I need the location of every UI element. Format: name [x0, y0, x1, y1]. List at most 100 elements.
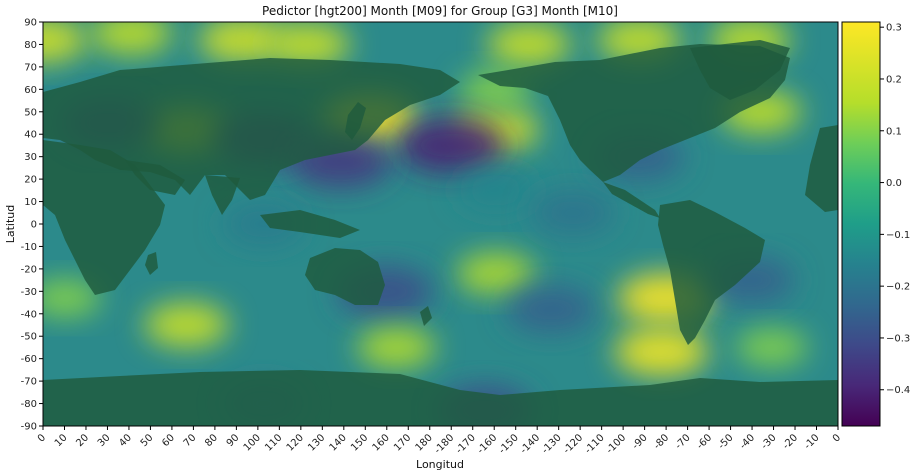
y-tick-label: 20 [24, 175, 37, 186]
x-tick-label: -20 [781, 432, 800, 451]
x-tick-label: -10 [802, 432, 821, 451]
land-south-america [658, 200, 765, 345]
x-tick-label: 80 [203, 432, 220, 449]
y-tick-label: 0 [31, 220, 37, 231]
x-tick-label: 110 [263, 432, 284, 453]
y-tick-label: 30 [24, 152, 37, 163]
y-tick-label: -30 [21, 287, 37, 298]
x-tick-label: 20 [74, 432, 91, 449]
land-madagascar [145, 252, 158, 275]
heatmap-cell [735, 328, 808, 367]
x-tick-label: 120 [285, 432, 306, 453]
x-tick-label: 130 [306, 432, 327, 453]
x-tick-label: -150 [497, 432, 521, 456]
colorbar-tick-label: −0.2 [886, 282, 910, 293]
heatmap-cell [357, 326, 436, 368]
x-tick-label: -80 [652, 432, 671, 451]
x-tick-label: -60 [695, 432, 714, 451]
x-tick-label: 100 [242, 432, 263, 453]
x-tick-label: 50 [139, 432, 156, 449]
y-tick-label: 60 [24, 85, 37, 96]
colorbar-tick-label: 0.2 [886, 74, 902, 85]
x-tick-label: -120 [561, 432, 585, 456]
heatmap-cell [266, 22, 350, 67]
x-tick-label: 140 [328, 432, 349, 453]
y-tick-label: -90 [21, 422, 37, 433]
y-tick-label: 40 [24, 130, 37, 141]
heatmap-cell [144, 303, 229, 347]
y-tick-label: 90 [24, 18, 37, 29]
x-tick-label: 10 [53, 432, 70, 449]
x-tick-label: -30 [759, 432, 778, 451]
x-axis-label: Longitud [416, 458, 464, 471]
y-axis: 90 80 70 60 50 40 30 20 10 0 -10 -20 -30 -40 -50 -60 -70… [21, 18, 43, 433]
land-new-zealand [420, 306, 432, 326]
x-tick-label: -100 [604, 432, 628, 456]
x-tick-label: -170 [454, 432, 478, 456]
x-tick-label: 30 [96, 432, 113, 449]
y-tick-label: -50 [21, 332, 37, 343]
x-tick-label: 170 [392, 432, 413, 453]
colorbar-ticks: 0.3 0.2 0.1 0.0 −0.1 −0.2 −0.3 −0.4 [880, 23, 910, 396]
x-tick-label: -130 [540, 432, 564, 456]
land-india [205, 175, 240, 215]
land-se-asia-islands [260, 210, 360, 238]
land-japan [345, 102, 366, 140]
heatmap-cell [456, 252, 535, 294]
x-tick-label: 150 [349, 432, 370, 453]
y-axis-label: Latitud [4, 205, 17, 244]
colorbar-gradient [841, 21, 881, 427]
x-tick-label: -50 [716, 432, 735, 451]
x-tick-label: -180 [433, 432, 457, 456]
land-africa [43, 140, 165, 295]
x-tick-label: 60 [160, 432, 177, 449]
y-tick-label: 80 [24, 40, 37, 51]
colorbar-tick-label: −0.1 [886, 230, 910, 241]
heatmap-cell [505, 285, 596, 333]
heatmap-cell [198, 22, 285, 63]
x-tick-label: 180 [414, 432, 435, 453]
heatmap-cell [90, 22, 173, 55]
heatmap-cell [397, 117, 506, 174]
heatmap-cell [43, 279, 102, 318]
land-central-america [603, 182, 660, 218]
x-tick-label: 0 [36, 432, 48, 444]
y-tick-label: -60 [21, 354, 37, 365]
y-tick-label: -10 [21, 242, 37, 253]
x-tick-label: -40 [738, 432, 757, 451]
y-tick-label: -80 [21, 399, 37, 410]
y-tick-label: -20 [21, 264, 37, 275]
x-tick-label: 0 [831, 432, 843, 444]
y-tick-label: 10 [24, 197, 37, 208]
colorbar-tick-label: 0.0 [886, 178, 902, 189]
heatmap-cell [486, 22, 571, 67]
x-tick-label: -110 [583, 432, 607, 456]
chart-title: Pedictor [hgt200] Month [M09] for Group … [262, 4, 618, 18]
land-australia [305, 248, 385, 305]
x-tick-label: -70 [673, 432, 692, 451]
land-west-europe [805, 125, 838, 212]
y-tick-label: 70 [24, 62, 37, 73]
colorbar-tick-label: 0.1 [886, 126, 902, 137]
heatmap-cell [456, 169, 535, 211]
y-tick-label: -40 [21, 309, 37, 320]
x-tick-label: -160 [476, 432, 500, 456]
colorbar: 0.3 0.2 0.1 0.0 −0.1 −0.2 −0.3 −0.4 [841, 21, 910, 427]
x-tick-label: 70 [182, 432, 199, 449]
heatmap-area [42, 21, 839, 427]
y-tick-label: 50 [24, 107, 37, 118]
colorbar-tick-label: 0.3 [886, 23, 902, 34]
heatmap-cell [43, 22, 87, 63]
colorbar-tick-label: −0.4 [886, 385, 910, 396]
land-mask [43, 40, 838, 426]
y-tick-label: -70 [21, 377, 37, 388]
x-tick-label: 90 [225, 432, 242, 449]
heatmap-cell [531, 190, 615, 235]
colorbar-tick-label: −0.3 [886, 333, 910, 344]
x-tick-label: -90 [630, 432, 649, 451]
land-greenland [690, 40, 790, 100]
land-arabia [125, 160, 185, 195]
land-antarctica [43, 370, 838, 426]
x-tick-label: 40 [117, 432, 134, 449]
